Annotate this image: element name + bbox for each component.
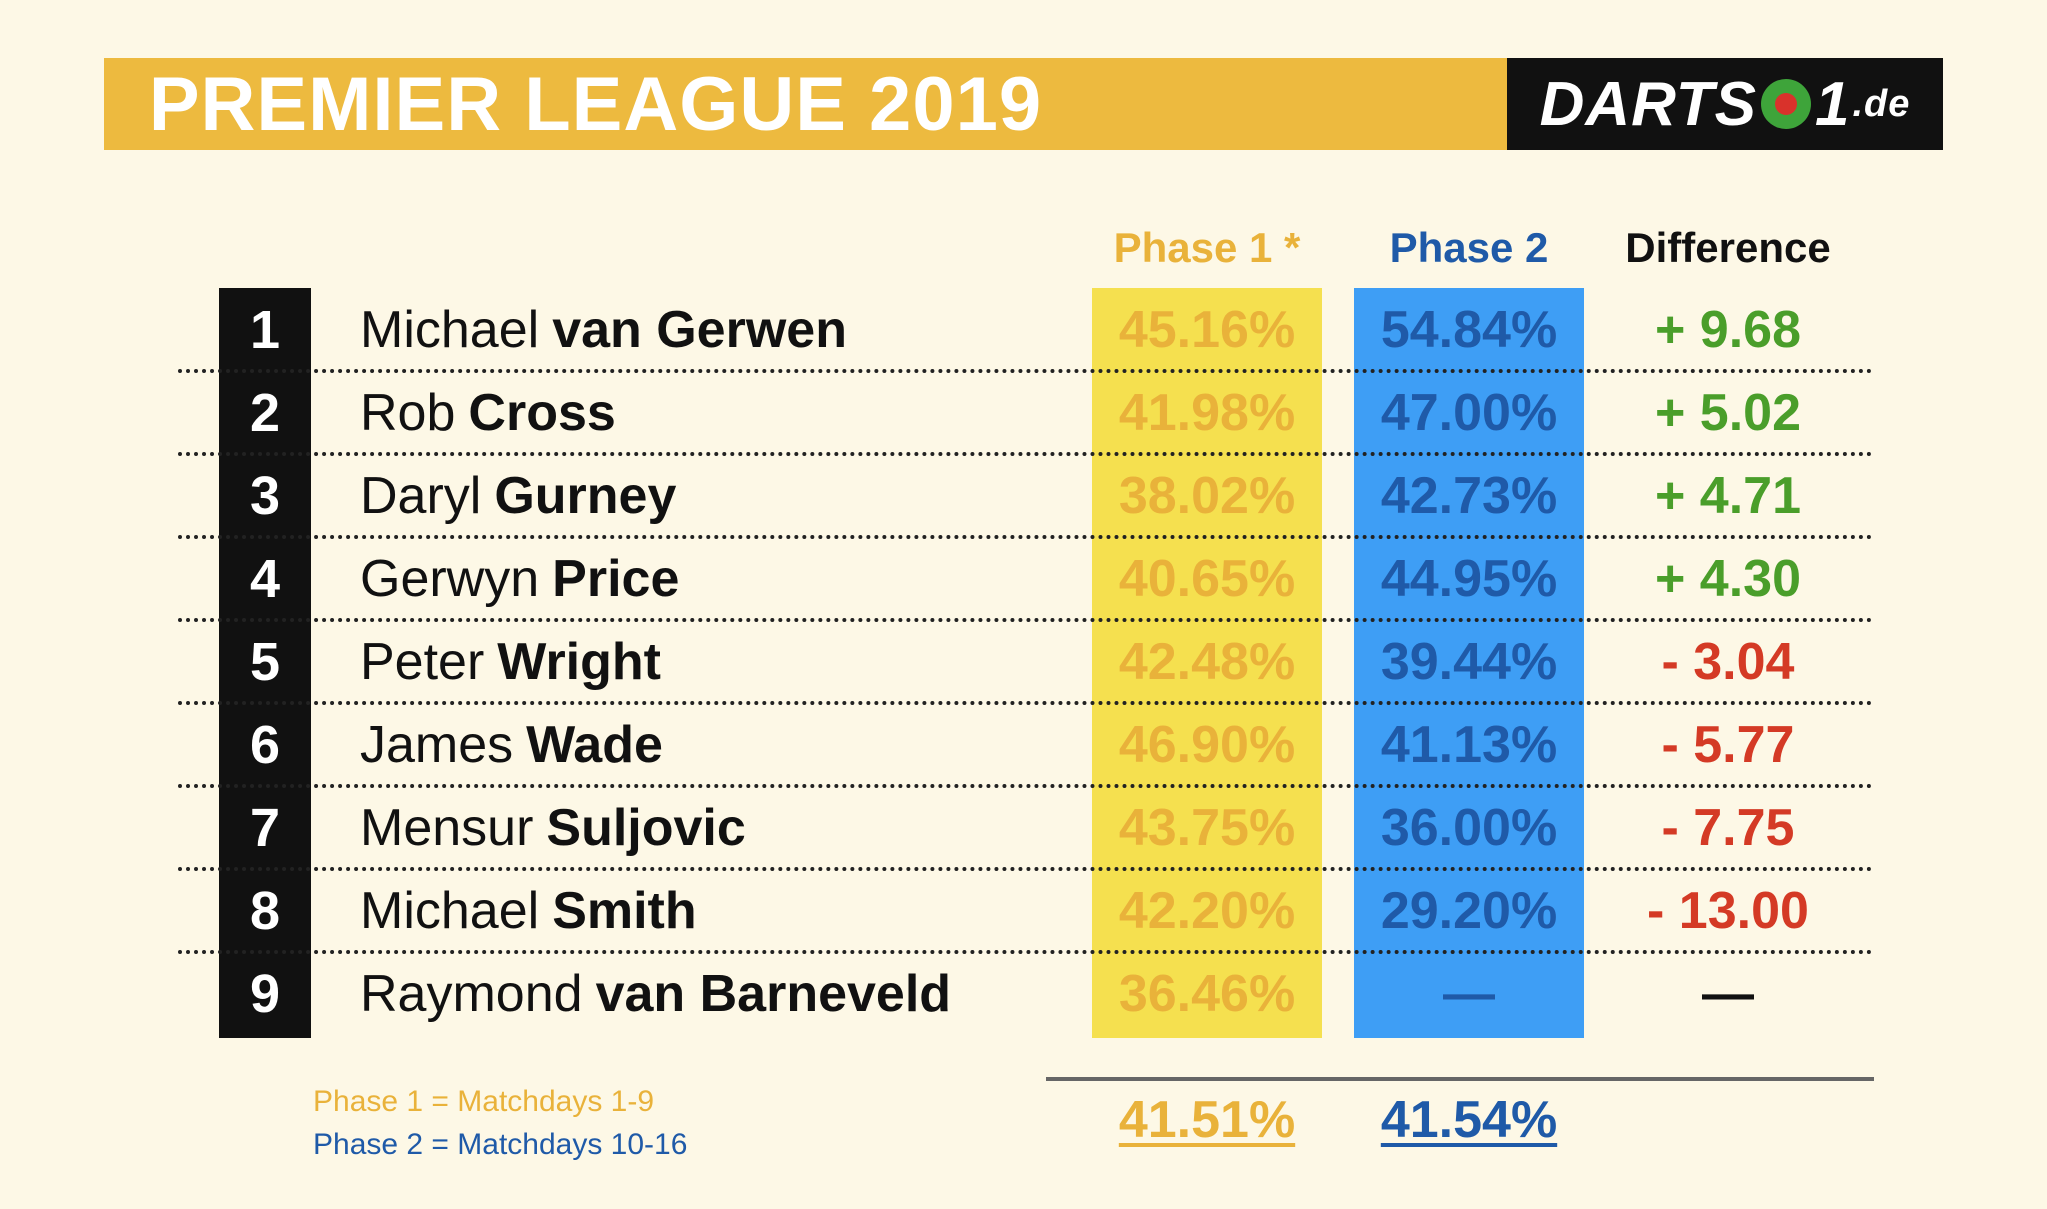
rank-number: 4 (249, 548, 281, 609)
logo-text-darts: DARTS (1539, 69, 1758, 139)
player-name: James Wade (360, 703, 663, 786)
phase2-column-background (1354, 288, 1584, 1038)
phase1-value: 46.90% (1118, 715, 1296, 774)
rank-number: 2 (249, 382, 281, 443)
phase2-value: 39.44% (1380, 632, 1558, 691)
player-first-name: Raymond (360, 964, 583, 1023)
player-first-name: Michael (360, 300, 540, 359)
player-last-name: van Barneveld (595, 964, 952, 1023)
table-row: 7 Mensur Suljovic 43.75% 36.00% - 7.75 (0, 786, 2047, 869)
player-last-name: Smith (552, 881, 697, 940)
totals-divider (1046, 1077, 1874, 1081)
table-row: 5 Peter Wright 42.48% 39.44% - 3.04 (0, 620, 2047, 703)
player-first-name: Rob (360, 383, 456, 442)
phase2-value: 41.13% (1380, 715, 1558, 774)
row-separator (178, 867, 1873, 871)
player-name: Mensur Suljovic (360, 786, 746, 869)
phase2-value: 54.84% (1380, 300, 1558, 359)
phase1-value: 41.98% (1118, 383, 1296, 442)
phase1-value: 42.20% (1118, 881, 1296, 940)
player-first-name: Peter (360, 632, 485, 691)
table-row: 6 James Wade 46.90% 41.13% - 5.77 (0, 703, 2047, 786)
player-name: Gerwyn Price (360, 537, 679, 620)
player-name: Peter Wright (360, 620, 661, 703)
rank-column-background (219, 288, 311, 1038)
difference-value: - 13.00 (1647, 881, 1809, 940)
player-name: Daryl Gurney (360, 454, 676, 537)
player-name: Rob Cross (360, 371, 616, 454)
player-name: Michael Smith (360, 869, 697, 952)
table-row: 3 Daryl Gurney 38.02% 42.73% + 4.71 (0, 454, 2047, 537)
player-first-name: Gerwyn (360, 549, 540, 608)
player-name: Raymond van Barneveld (360, 952, 951, 1035)
table-row: 4 Gerwyn Price 40.65% 44.95% + 4.30 (0, 537, 2047, 620)
player-first-name: Daryl (360, 466, 482, 525)
phase1-value: 40.65% (1118, 549, 1296, 608)
player-last-name: Price (552, 549, 680, 608)
player-last-name: Suljovic (546, 798, 746, 857)
table-row: 2 Rob Cross 41.98% 47.00% + 5.02 (0, 371, 2047, 454)
table-row: 8 Michael Smith 42.20% 29.20% - 13.00 (0, 869, 2047, 952)
difference-value: + 4.30 (1654, 549, 1802, 608)
difference-value: - 7.75 (1661, 798, 1795, 857)
player-last-name: Gurney (494, 466, 677, 525)
row-separator (178, 369, 1873, 373)
rank-number: 3 (249, 465, 281, 526)
phase2-value: 29.20% (1380, 881, 1558, 940)
legend-phase2: Phase 2 = Matchdays 10-16 (313, 1128, 688, 1161)
player-last-name: Wade (526, 715, 663, 774)
player-first-name: James (360, 715, 514, 774)
phase1-value: 38.02% (1118, 466, 1296, 525)
phase2-value: 44.95% (1380, 549, 1558, 608)
table-row: 1 Michael van Gerwen 45.16% 54.84% + 9.68 (0, 288, 2047, 371)
phase1-value: 42.48% (1118, 632, 1296, 691)
page-title: PREMIER LEAGUE 2019 (148, 61, 1043, 147)
row-separator (178, 784, 1873, 788)
player-last-name: Wright (497, 632, 661, 691)
phase2-value: 36.00% (1380, 798, 1558, 857)
difference-value: - 5.77 (1661, 715, 1795, 774)
difference-value: + 5.02 (1654, 383, 1802, 442)
player-first-name: Mensur (360, 798, 534, 857)
phase1-column-background (1092, 288, 1322, 1038)
row-separator (178, 950, 1873, 954)
phase1-value: 45.16% (1118, 300, 1296, 359)
column-header-phase2: Phase 2 (1389, 224, 1549, 271)
phase2-total: 41.54% (1380, 1091, 1558, 1149)
rank-number: 7 (249, 797, 281, 858)
column-header-phase1: Phase 1 * (1113, 224, 1301, 271)
header-bar (104, 58, 1507, 150)
rank-number: 5 (249, 631, 281, 692)
legend-phase1: Phase 1 = Matchdays 1-9 (313, 1085, 655, 1118)
player-last-name: Cross (468, 383, 616, 442)
table-row: 9 Raymond van Barneveld 36.46% — — (0, 952, 2047, 1035)
phase2-value: 42.73% (1380, 466, 1558, 525)
phase1-total: 41.51% (1118, 1091, 1296, 1149)
column-header-difference: Difference (1625, 224, 1831, 271)
rank-number: 8 (249, 880, 281, 941)
player-name: Michael van Gerwen (360, 288, 847, 371)
difference-value: — (1702, 964, 1754, 1023)
row-separator (178, 701, 1873, 705)
difference-value: - 3.04 (1661, 632, 1795, 691)
phase2-value: 47.00% (1380, 383, 1558, 442)
row-separator (178, 535, 1873, 539)
phase1-value: 43.75% (1118, 798, 1296, 857)
darts1-logo: DARTS 1 .de (1507, 58, 1943, 150)
row-separator (178, 618, 1873, 622)
rank-number: 6 (249, 714, 281, 775)
difference-value: + 4.71 (1654, 466, 1802, 525)
rank-number: 9 (249, 963, 281, 1024)
logo-text-tld: .de (1852, 82, 1911, 125)
row-separator (178, 452, 1873, 456)
player-first-name: Michael (360, 881, 540, 940)
phase2-value: — (1443, 964, 1495, 1023)
player-last-name: van Gerwen (552, 300, 847, 359)
logo-text-one: 1 (1815, 69, 1851, 139)
phase1-value: 36.46% (1118, 964, 1296, 1023)
dartboard-icon (1761, 79, 1812, 129)
rank-number: 1 (249, 299, 281, 360)
difference-value: + 9.68 (1654, 300, 1802, 359)
